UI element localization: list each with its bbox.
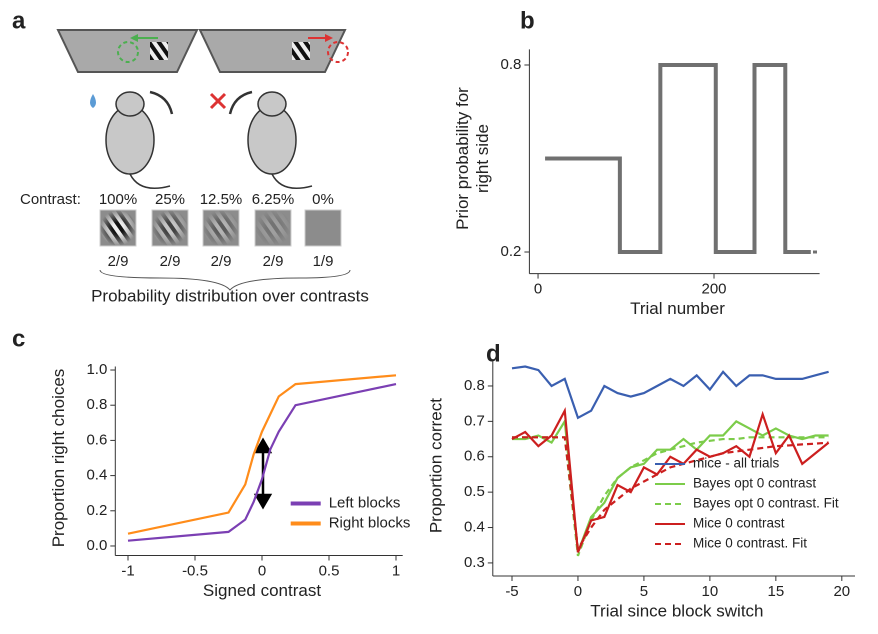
series-line [511, 436, 829, 553]
probability: 1/9 [313, 253, 334, 270]
x-tick-label: -5 [505, 583, 518, 600]
y-tick-label: 1.0 [86, 361, 107, 378]
series-line [511, 406, 830, 553]
y-tick-label: 0.8 [464, 377, 485, 394]
x-tick-label: 0.5 [319, 562, 340, 579]
x-axis-label: Trial since block switch [590, 601, 763, 620]
screens [56, 29, 349, 73]
series-line [127, 374, 397, 535]
y-tick-label: 0.4 [86, 467, 107, 484]
y-tick-label: 0.0 [86, 537, 107, 554]
y-tick-label: 0.2 [501, 243, 522, 260]
legend-label: mice - all trials [693, 456, 780, 471]
probability: 2/9 [108, 253, 129, 270]
y-tick-label: 0.4 [464, 519, 485, 536]
y-axis-label: right side [473, 124, 492, 193]
x-tick-label: 5 [640, 583, 648, 600]
y-tick-label: 0.6 [464, 448, 485, 465]
probability: 2/9 [263, 253, 284, 270]
gabor [254, 209, 292, 247]
contrast-value: 25% [155, 191, 185, 208]
contrast-value: 12.5% [200, 191, 243, 208]
y-tick-label: 0.5 [464, 483, 485, 500]
y-axis-label: Proportion right choices [49, 369, 68, 548]
y-axis-label: Prior probability for [453, 87, 472, 230]
x-tick-label: 15 [768, 583, 785, 600]
gabor [151, 209, 189, 247]
x-axis-label: Trial number [630, 299, 725, 318]
y-tick-label: 0.2 [86, 502, 107, 519]
series-line [545, 62, 811, 255]
gabor [99, 209, 137, 247]
patch-bg [304, 209, 342, 247]
y-axis-label: Proportion correct [426, 398, 445, 533]
patch-stripes [203, 210, 239, 246]
brace [99, 269, 351, 291]
legend-label: Bayes opt 0 contrast. Fit [693, 496, 839, 511]
gabor [202, 209, 240, 247]
x-tick-label: 0 [534, 281, 542, 298]
caption: Probability distribution over contrasts [91, 286, 369, 305]
x-tick-label: -0.5 [182, 562, 208, 579]
y-tick-label: 0.6 [86, 431, 107, 448]
x-tick-label: 1 [392, 562, 400, 579]
series-line [511, 365, 829, 420]
legend-label: Mice 0 contrast [693, 516, 785, 531]
contrast-value: 100% [99, 191, 137, 208]
arrow [253, 437, 273, 510]
patch-stripes [100, 210, 136, 246]
x-tick-label: 200 [701, 281, 726, 298]
y-tick-label: 0.8 [501, 56, 522, 73]
panel-label: a [12, 7, 26, 34]
contrast-label: Contrast: [20, 191, 81, 208]
series-line [127, 383, 397, 542]
contrast-value: 6.25% [252, 191, 295, 208]
gabor [304, 209, 342, 247]
patch-stripes [255, 210, 291, 246]
contrast-value: 0% [312, 191, 334, 208]
panel-label: b [520, 7, 535, 34]
legend-label: Left blocks [329, 494, 401, 511]
probability: 2/9 [160, 253, 181, 270]
mice [90, 90, 313, 189]
panel-label: d [486, 340, 501, 367]
x-axis-label: Signed contrast [203, 581, 321, 600]
y-tick-label: 0.3 [464, 554, 485, 571]
legend-label: Mice 0 contrast. Fit [693, 536, 807, 551]
x-tick-label: 0 [574, 583, 582, 600]
patch-stripes [152, 210, 188, 246]
x-tick-label: 0 [258, 562, 266, 579]
y-tick-label: 0.8 [86, 396, 107, 413]
x-tick-label: -1 [121, 562, 134, 579]
probability: 2/9 [211, 253, 232, 270]
x-tick-label: 20 [833, 583, 850, 600]
legend-label: Right blocks [329, 514, 411, 531]
panel-label: c [12, 325, 25, 352]
x-tick-label: 10 [702, 583, 719, 600]
gabor-patches [99, 209, 342, 247]
y-tick-label: 0.7 [464, 412, 485, 429]
legend-label: Bayes opt 0 contrast [693, 476, 816, 491]
